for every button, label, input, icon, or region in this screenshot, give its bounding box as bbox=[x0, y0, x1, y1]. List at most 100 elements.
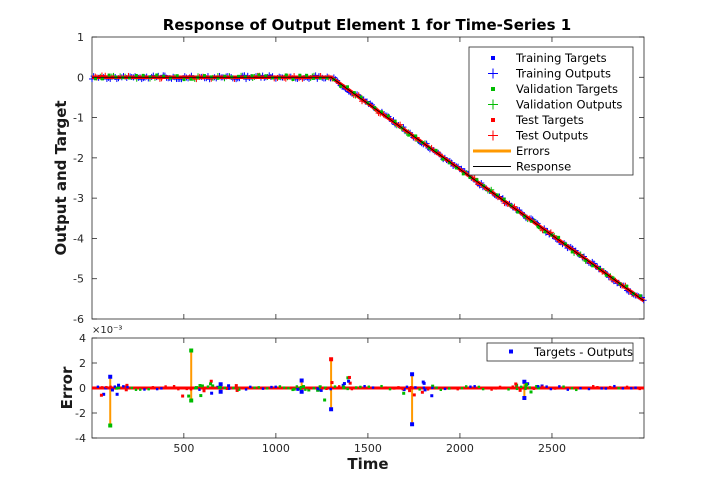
validation-target-point bbox=[237, 74, 241, 78]
error-point bbox=[232, 386, 235, 390]
error-point bbox=[469, 385, 472, 388]
error-point bbox=[235, 388, 239, 392]
validation-target-point bbox=[134, 73, 138, 77]
error-point bbox=[443, 387, 447, 391]
bottom-y-tick-label: -4 bbox=[75, 432, 86, 445]
validation-target-point bbox=[373, 106, 377, 110]
error-point bbox=[439, 388, 442, 392]
error-point bbox=[299, 385, 303, 389]
error-point bbox=[448, 387, 451, 390]
error-point bbox=[342, 385, 345, 388]
validation-target-point bbox=[625, 284, 629, 288]
error-point bbox=[168, 386, 172, 390]
error-point bbox=[621, 387, 625, 390]
error-point bbox=[185, 387, 188, 391]
error-point bbox=[410, 422, 415, 427]
error-point bbox=[566, 388, 569, 391]
validation-target-point bbox=[100, 77, 104, 81]
error-point bbox=[329, 407, 334, 412]
validation-target-point bbox=[352, 91, 356, 95]
error-point bbox=[401, 387, 404, 391]
error-point bbox=[341, 383, 345, 387]
validation-target-point bbox=[570, 250, 574, 254]
error-point bbox=[181, 394, 185, 398]
error-point bbox=[147, 387, 150, 391]
x-tick-label: 1500 bbox=[354, 442, 382, 455]
validation-target-point bbox=[427, 146, 431, 150]
error-point bbox=[410, 372, 415, 377]
validation-target-point bbox=[175, 74, 179, 78]
legend-label: Validation Targets bbox=[516, 82, 618, 96]
error-point bbox=[342, 382, 346, 386]
validation-target-point bbox=[325, 76, 329, 80]
error-point bbox=[266, 387, 269, 390]
validation-target-point bbox=[305, 73, 309, 77]
error-point bbox=[613, 384, 616, 388]
validation-target-point bbox=[495, 193, 499, 197]
error-point bbox=[529, 390, 533, 394]
top-y-tick-label: -4 bbox=[73, 232, 84, 245]
error-point bbox=[217, 385, 221, 389]
error-point bbox=[227, 387, 231, 390]
error-point bbox=[587, 387, 591, 391]
error-point bbox=[431, 386, 434, 390]
error-point bbox=[296, 387, 300, 391]
error-point bbox=[177, 387, 180, 391]
bottom-ticks: 4 2 0 -2 -4 500 1000 1500 2000 2500 bbox=[75, 332, 644, 455]
error-point bbox=[579, 387, 582, 390]
validation-target-point bbox=[93, 77, 97, 81]
error-point bbox=[473, 385, 476, 388]
error-point bbox=[134, 388, 138, 391]
legend-marker-dot bbox=[491, 56, 495, 60]
bottom-legend-box bbox=[486, 342, 634, 362]
validation-target-point bbox=[557, 235, 561, 239]
validation-target-point bbox=[461, 172, 465, 176]
error-point bbox=[130, 386, 133, 390]
error-scale-label: ×10⁻³ bbox=[92, 325, 122, 336]
error-point bbox=[570, 387, 574, 390]
error-point bbox=[282, 386, 286, 389]
error-point bbox=[325, 387, 328, 391]
error-point bbox=[257, 386, 260, 389]
error-point bbox=[200, 384, 204, 388]
error-point bbox=[558, 385, 561, 388]
x-axis-label: Time bbox=[347, 455, 388, 473]
error-point bbox=[151, 386, 155, 389]
validation-target-point bbox=[441, 157, 445, 161]
validation-target-point bbox=[543, 230, 547, 234]
error-point bbox=[515, 387, 519, 391]
error-point bbox=[304, 388, 307, 391]
validation-target-point bbox=[359, 95, 363, 99]
error-point bbox=[346, 376, 350, 380]
error-point bbox=[405, 385, 409, 388]
error-point bbox=[522, 379, 527, 384]
error-point bbox=[397, 386, 400, 389]
error-point bbox=[402, 391, 406, 395]
validation-target-point bbox=[380, 110, 384, 114]
error-point bbox=[299, 389, 304, 394]
validation-target-point bbox=[454, 166, 458, 170]
error-point bbox=[536, 385, 540, 388]
bottom-plot-data bbox=[92, 348, 644, 428]
error-point bbox=[223, 386, 227, 390]
top-plot-data bbox=[89, 72, 647, 304]
legend-label: Test Targets bbox=[515, 113, 584, 127]
error-point bbox=[388, 387, 392, 391]
validation-target-point bbox=[468, 176, 472, 180]
validation-target-point bbox=[155, 73, 159, 77]
error-point bbox=[105, 386, 108, 389]
error-point bbox=[194, 387, 197, 390]
error-point bbox=[553, 387, 557, 390]
error-point bbox=[511, 385, 514, 388]
error-point bbox=[189, 348, 194, 353]
error-point bbox=[318, 385, 322, 389]
error-point bbox=[210, 391, 214, 395]
error-point bbox=[126, 385, 129, 389]
error-point bbox=[329, 357, 334, 362]
error-point bbox=[295, 385, 299, 388]
error-point bbox=[210, 386, 214, 390]
error-point bbox=[109, 385, 112, 389]
validation-target-point bbox=[386, 114, 390, 118]
error-point bbox=[253, 386, 256, 389]
